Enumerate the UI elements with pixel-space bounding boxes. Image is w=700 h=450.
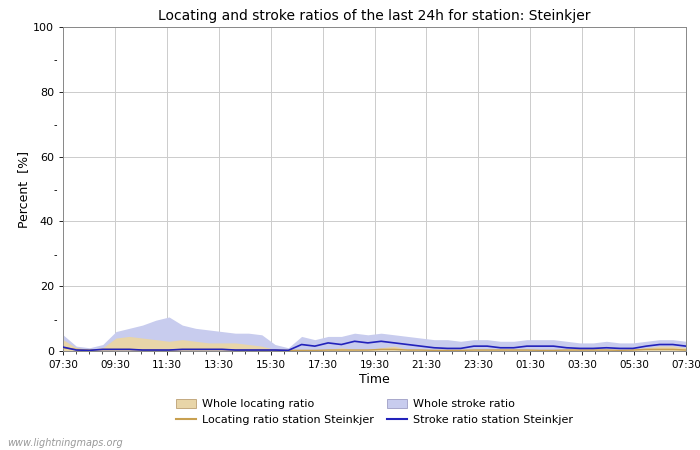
Text: www.lightningmaps.org: www.lightningmaps.org (7, 438, 122, 448)
Y-axis label: Percent  [%]: Percent [%] (18, 150, 30, 228)
X-axis label: Time: Time (359, 373, 390, 386)
Title: Locating and stroke ratios of the last 24h for station: Steinkjer: Locating and stroke ratios of the last 2… (158, 9, 591, 23)
Legend: Whole locating ratio, Locating ratio station Steinkjer, Whole stroke ratio, Stro: Whole locating ratio, Locating ratio sta… (176, 399, 573, 425)
